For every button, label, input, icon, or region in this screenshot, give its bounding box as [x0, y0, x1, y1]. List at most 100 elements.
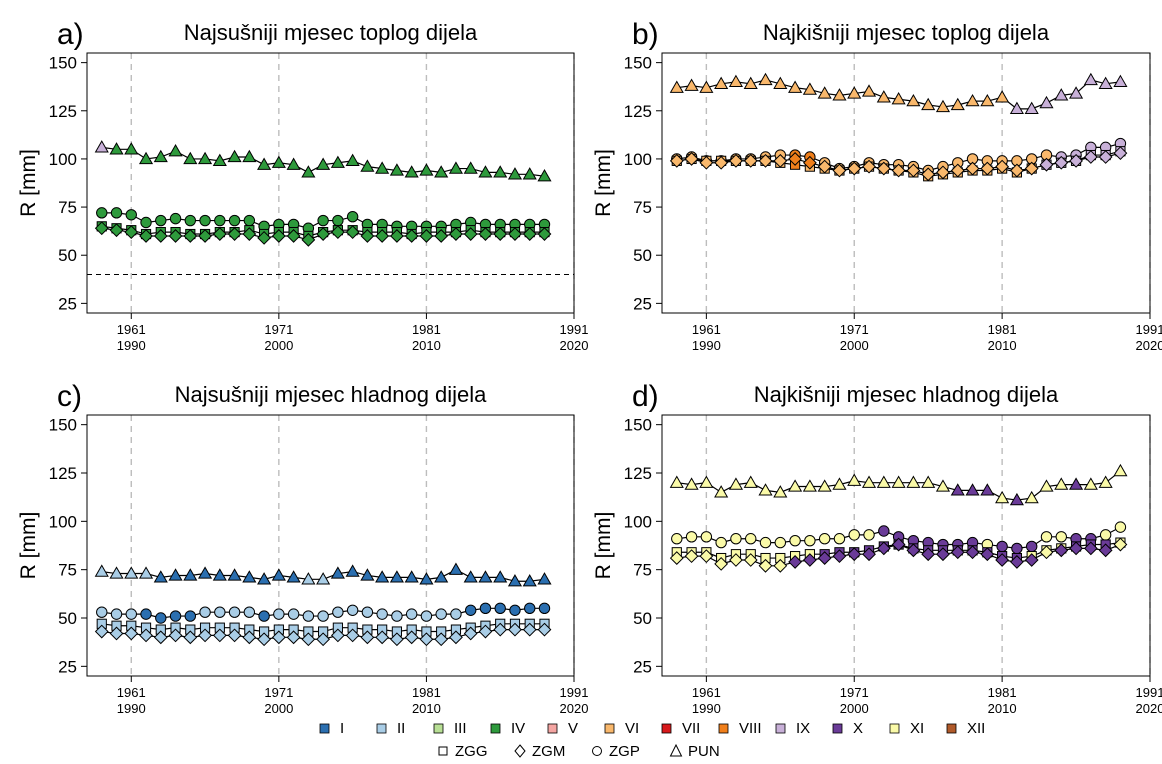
- series-zgm: [669, 537, 1128, 573]
- legend-label-month: X: [853, 720, 863, 737]
- y-axis-label: R [mm]: [17, 149, 40, 217]
- series-pun: [94, 562, 552, 587]
- data-point-zgm: [876, 541, 891, 556]
- data-point-zgp: [450, 608, 462, 620]
- data-point-pun: [183, 151, 198, 165]
- data-point-pun: [301, 572, 316, 585]
- data-point-zgm: [743, 553, 758, 567]
- data-point-zgm: [921, 167, 936, 182]
- panel-letter: a): [57, 18, 84, 51]
- data-point-zgm: [301, 632, 316, 647]
- x-tick-label-end: 1990: [692, 338, 721, 353]
- data-point-zgm: [212, 628, 227, 643]
- data-point-zgp: [494, 602, 506, 615]
- data-point-pun: [995, 490, 1010, 504]
- x-tick-label-end: 1990: [692, 701, 721, 716]
- data-point-pun: [227, 568, 242, 581]
- data-point-zgm: [788, 555, 802, 569]
- data-point-zgp: [110, 207, 123, 219]
- legend-swatch-x: [832, 723, 843, 734]
- legend-label-month: II: [397, 720, 405, 737]
- series-pun: [94, 140, 552, 182]
- data-point-zgm: [773, 558, 788, 573]
- data-point-zgm: [360, 229, 375, 243]
- panel-title: Najsušniji mjesec hladnog dijela: [175, 382, 488, 407]
- data-point-pun: [847, 473, 862, 486]
- data-point-zgm: [995, 553, 1010, 567]
- data-point-pun: [669, 475, 684, 488]
- series-pun: [669, 463, 1128, 506]
- data-point-pun: [360, 568, 375, 581]
- data-point-zgm: [198, 229, 212, 243]
- data-point-pun: [1024, 101, 1039, 115]
- data-point-pun: [434, 165, 449, 178]
- data-point-zgm: [699, 549, 714, 564]
- data-point-pun: [478, 165, 493, 178]
- y-tick-label: 150: [624, 54, 652, 73]
- data-point-pun: [109, 142, 124, 155]
- data-point-pun: [891, 92, 906, 105]
- y-tick-label: 150: [624, 416, 652, 435]
- data-point-pun: [434, 570, 449, 583]
- data-point-pun: [921, 97, 936, 111]
- data-point-zgm: [522, 622, 537, 637]
- data-point-pun: [906, 93, 921, 107]
- data-point-pun: [1083, 72, 1098, 86]
- data-point-pun: [345, 564, 360, 577]
- data-point-zgp: [184, 214, 197, 227]
- data-point-zgp: [140, 608, 152, 620]
- data-point-zgm: [788, 152, 802, 166]
- data-point-pun: [773, 76, 788, 89]
- data-point-zgp: [228, 606, 241, 618]
- data-point-zgp: [848, 529, 860, 541]
- legend-label-month: VII: [682, 720, 700, 737]
- legend-label-month: IV: [511, 720, 525, 737]
- data-point-zgp: [730, 533, 742, 545]
- x-tick-label-end: 2010: [412, 701, 441, 716]
- data-point-zgp: [833, 533, 846, 545]
- data-point-zgm: [729, 153, 743, 168]
- data-point-pun: [419, 163, 434, 176]
- data-point-pun: [743, 76, 758, 89]
- data-point-pun: [345, 153, 360, 167]
- data-point-pun: [980, 93, 995, 107]
- data-point-pun: [773, 485, 788, 498]
- data-point-zgp: [96, 606, 108, 618]
- data-point-zgm: [1054, 155, 1069, 170]
- data-point-pun: [183, 568, 198, 581]
- series-pun: [669, 72, 1128, 115]
- data-point-pun: [463, 570, 478, 583]
- data-point-zgm: [478, 624, 493, 639]
- data-point-zgm: [980, 547, 995, 562]
- x-tick-label-start: 1961: [692, 322, 721, 337]
- data-point-pun: [788, 479, 803, 492]
- data-point-pun: [153, 570, 168, 583]
- data-point-pun: [227, 149, 242, 163]
- panel-title: Najkišniji mjesec hladnog dijela: [754, 382, 1059, 407]
- data-point-pun: [301, 165, 316, 178]
- data-point-pun: [714, 76, 729, 89]
- data-point-zgm: [286, 630, 301, 645]
- data-point-zgp: [96, 207, 108, 219]
- data-point-zgm: [936, 165, 950, 180]
- panel-letter: b): [632, 18, 659, 51]
- legend-label-month: I: [340, 720, 344, 737]
- x-tick-label-end: 2020: [560, 338, 589, 353]
- data-point-pun: [404, 165, 419, 178]
- data-point-zgm: [773, 153, 788, 168]
- data-point-zgm: [522, 227, 537, 241]
- data-point-pun: [375, 161, 390, 174]
- data-point-zgm: [1010, 163, 1024, 178]
- data-point-zgm: [109, 626, 124, 641]
- data-point-zgp: [878, 525, 890, 537]
- data-point-pun: [109, 566, 124, 579]
- data-point-pun: [448, 161, 464, 174]
- data-point-zgm: [1054, 543, 1069, 558]
- data-point-zgm: [817, 551, 832, 565]
- data-point-pun: [286, 570, 301, 583]
- data-point-zgm: [375, 229, 390, 243]
- data-point-zgm: [493, 622, 508, 637]
- y-tick-label: 100: [624, 512, 652, 531]
- data-point-pun: [669, 80, 684, 93]
- data-point-zgm: [227, 227, 242, 241]
